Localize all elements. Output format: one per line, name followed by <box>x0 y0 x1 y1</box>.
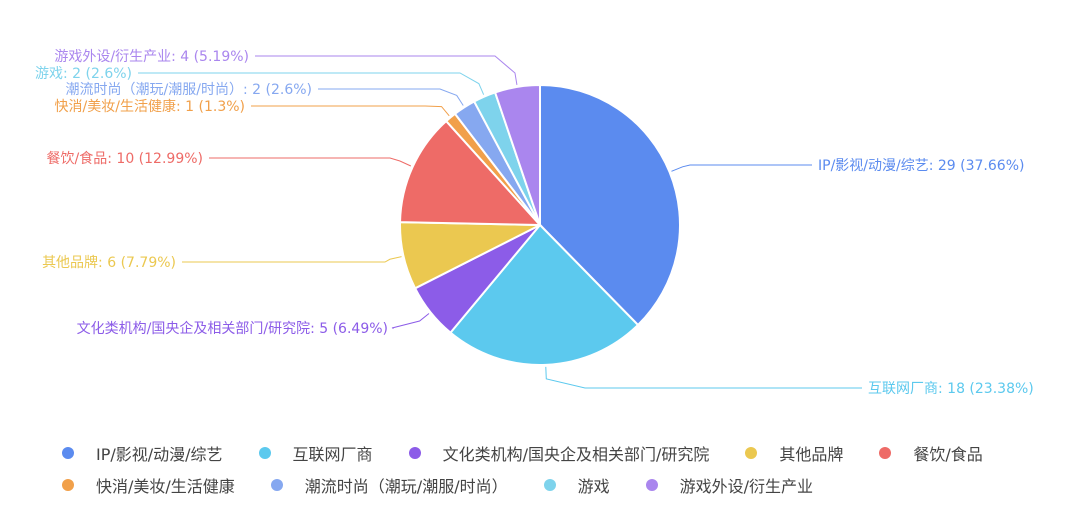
legend-marker <box>258 447 271 459</box>
leader-line <box>671 164 812 172</box>
legend-marker <box>62 447 74 459</box>
legend-row-1: IP/影视/动漫/综艺 互联网厂商 文化类机构/国央企及相关部门/研究院 其他品… <box>62 437 1062 469</box>
pie-slice[interactable] <box>399 119 543 227</box>
pie-chart: IP/影视/动漫/综艺: 29 (37.66%) 互联网厂商: 18 (23.38… <box>35 49 1034 397</box>
legend-item[interactable]: 互联网厂商 <box>258 441 373 465</box>
slice-label: 餐饮/食品: 10 (12.99%) <box>47 150 203 167</box>
pie-slice[interactable] <box>493 83 541 226</box>
legend-marker <box>270 479 283 491</box>
leader-line <box>318 88 464 106</box>
pie-slice[interactable] <box>449 223 640 366</box>
legend-item[interactable]: 餐饮/食品 <box>879 441 983 465</box>
legend: IP/影视/动漫/综艺 互联网厂商 文化类机构/国央企及相关部门/研究院 其他品… <box>62 437 1062 501</box>
legend-marker <box>645 479 658 491</box>
legend-marker <box>543 479 556 491</box>
legend-label: 其他品牌 <box>779 445 844 464</box>
legend-label: IP/影视/动漫/综艺 <box>96 445 223 464</box>
legend-marker <box>745 447 758 459</box>
slice-label: 文化类机构/国央企及相关部门/研究院: 5 (6.49%) <box>77 320 388 337</box>
legend-label: 互联网厂商 <box>292 445 373 464</box>
legend-item[interactable]: 游戏外设/衍生产业 <box>645 473 814 497</box>
leader-line <box>182 256 402 263</box>
legend-item[interactable]: 潮流时尚（潮玩/潮服/时尚） <box>270 473 508 497</box>
legend-row-2: 快消/美妆/生活健康 潮流时尚（潮玩/潮服/时尚） 游戏 游戏外设/衍生产业 <box>62 469 1062 501</box>
pie-slice[interactable] <box>539 83 681 327</box>
legend-label: 游戏 <box>577 477 610 496</box>
slice-label: 游戏: 2 (2.6%) <box>35 66 132 82</box>
legend-item[interactable]: 快消/美妆/生活健康 <box>62 473 235 497</box>
legend-item[interactable]: IP/影视/动漫/综艺 <box>62 441 223 465</box>
leader-line <box>209 157 412 167</box>
slice-label: IP/影视/动漫/综艺: 29 (37.66%) <box>818 158 1024 174</box>
legend-marker <box>879 447 892 459</box>
slice-label: 互联网厂商: 18 (23.38%) <box>868 381 1034 397</box>
legend-label: 潮流时尚（潮玩/潮服/时尚） <box>304 477 508 496</box>
legend-label: 快消/美妆/生活健康 <box>96 477 235 496</box>
legend-item[interactable]: 文化类机构/国央企及相关部门/研究院 <box>408 441 710 465</box>
slice-label: 潮流时尚（潮玩/潮服/时尚）: 2 (2.6%) <box>66 82 312 98</box>
leader-line <box>138 72 485 95</box>
leader-line <box>251 105 450 117</box>
slice-label: 游戏外设/衍生产业: 4 (5.19%) <box>54 49 249 65</box>
leader-line <box>545 366 862 389</box>
legend-item[interactable]: 游戏 <box>543 473 610 497</box>
slice-label: 其他品牌: 6 (7.79%) <box>42 254 176 271</box>
legend-label: 文化类机构/国央企及相关部门/研究院 <box>442 445 710 464</box>
legend-marker <box>62 479 74 491</box>
slice-label: 快消/美妆/生活健康: 1 (1.3%) <box>55 98 245 115</box>
legend-label: 游戏外设/衍生产业 <box>679 477 814 496</box>
legend-item[interactable]: 其他品牌 <box>745 441 843 465</box>
leader-line <box>255 55 518 85</box>
leader-line <box>391 313 430 329</box>
legend-label: 餐饮/食品 <box>913 445 983 464</box>
legend-marker <box>408 447 421 459</box>
